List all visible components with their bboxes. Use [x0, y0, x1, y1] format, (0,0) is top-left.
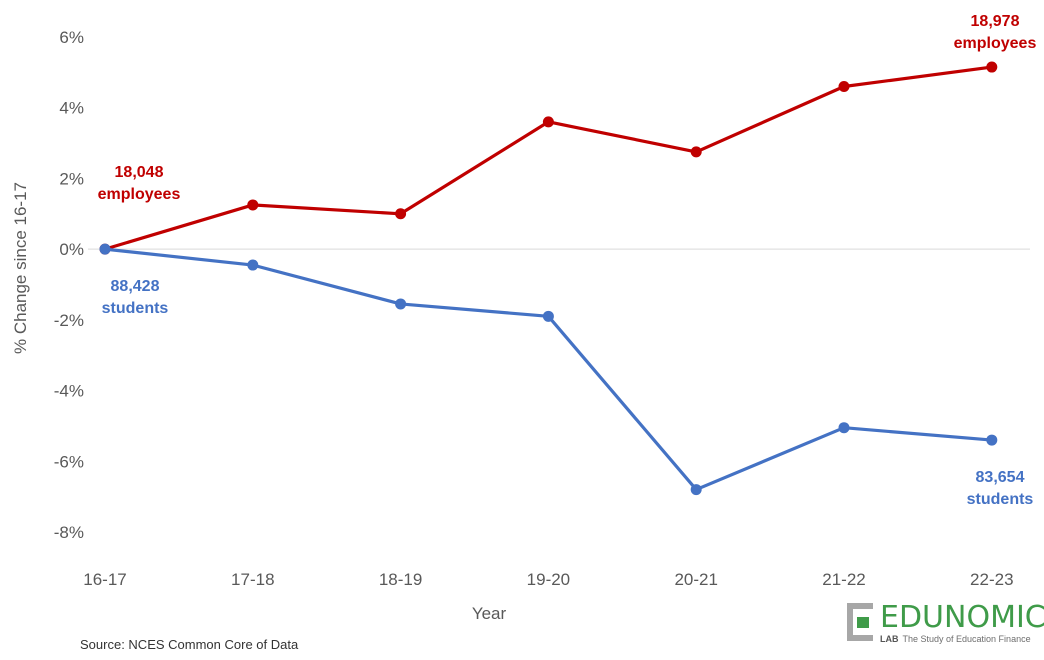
x-tick-label: 19-20: [527, 570, 570, 589]
x-axis-title: Year: [472, 604, 507, 623]
y-tick-label: -8%: [54, 523, 84, 542]
logo-subtitle: LAB The Study of Education Finance: [880, 634, 1031, 644]
source-note: Source: NCES Common Core of Data: [80, 637, 299, 652]
employees-point: [247, 199, 259, 211]
x-tick-label: 21-22: [822, 570, 865, 589]
x-tick-label: 20-21: [674, 570, 717, 589]
y-tick-label: -4%: [54, 382, 84, 401]
x-tick-label: 18-19: [379, 570, 422, 589]
students-series-line: [104, 247, 992, 492]
employees-annotation-label: employees: [954, 35, 1037, 52]
students-annotation-label: 83,654: [976, 469, 1025, 486]
x-tick-label: 17-18: [231, 570, 274, 589]
y-tick-label: -6%: [54, 452, 84, 471]
employees-point: [542, 116, 554, 128]
logo-tagline: The Study of Education Finance: [902, 634, 1031, 644]
y-tick-label: 2%: [59, 169, 84, 188]
y-axis-title: % Change since 16-17: [11, 182, 30, 354]
x-tick-label: 16-17: [83, 570, 126, 589]
students-annotation-label: students: [967, 491, 1034, 508]
y-tick-label: 0%: [59, 240, 84, 259]
employees-annotation-label: employees: [98, 186, 181, 203]
students-point: [542, 310, 554, 322]
employees-point: [690, 146, 702, 158]
employees-point: [838, 81, 850, 92]
employees-series-line: [104, 65, 993, 251]
students-point: [986, 434, 998, 446]
students-point: [395, 298, 407, 310]
logo-lab-text: LAB: [880, 634, 899, 644]
students-annotation-label: students: [102, 300, 169, 317]
employees-annotation-label: 18,978: [971, 13, 1020, 30]
y-tick-label: 6%: [59, 28, 84, 47]
students-point: [247, 259, 259, 271]
students-point: [838, 422, 850, 434]
employees-annotation-label: 18,048: [115, 164, 164, 181]
employees-point: [986, 61, 998, 73]
edunomics-logo-mark-icon: [847, 603, 873, 641]
y-tick-label: 4%: [59, 99, 84, 118]
students-point: [99, 243, 111, 255]
x-tick-label: 22-23: [970, 570, 1013, 589]
employees-point: [395, 208, 407, 220]
y-tick-label: -2%: [54, 311, 84, 330]
students-point: [690, 484, 702, 496]
students-annotation-label: 88,428: [111, 278, 160, 295]
logo-wordmark: EDUNOMICS: [880, 600, 1044, 635]
